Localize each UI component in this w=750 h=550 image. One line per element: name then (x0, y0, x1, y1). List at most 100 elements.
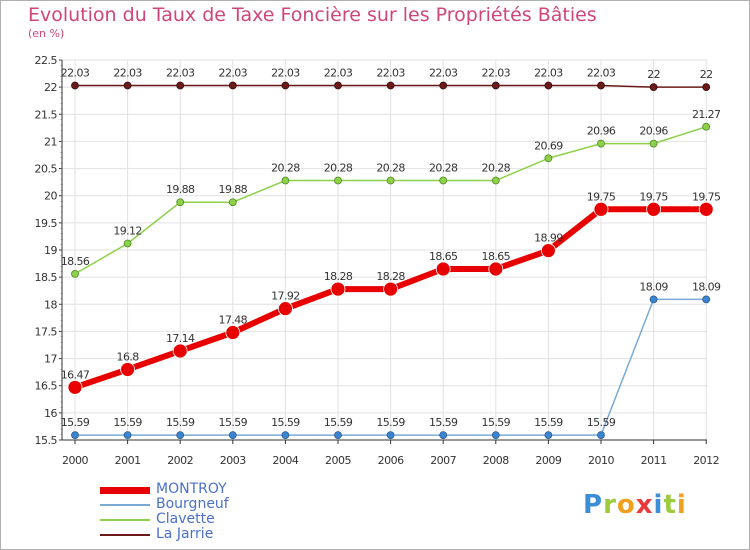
data-point (225, 325, 241, 340)
data-label: 22.03 (482, 67, 511, 80)
logo-letter: i (653, 490, 664, 520)
logo-letter: o (616, 490, 636, 520)
data-point (386, 176, 395, 185)
data-label: 15.59 (534, 416, 563, 429)
y-tick-label: 17.5 (35, 325, 58, 338)
data-point (120, 362, 135, 377)
data-label: 19.75 (639, 190, 668, 203)
data-point (281, 431, 290, 440)
logo-letter: i (676, 490, 687, 520)
y-tick-label: 15.5 (35, 434, 58, 447)
data-point (383, 281, 399, 297)
data-point (439, 176, 448, 185)
data-point (597, 431, 605, 440)
data-label: 22.03 (429, 67, 458, 80)
x-tick-label: 2001 (115, 454, 141, 467)
data-point (176, 81, 185, 90)
data-label: 18.56 (61, 255, 90, 268)
data-point (281, 81, 290, 90)
logo-letter: P (583, 490, 604, 520)
y-tick-label: 22.5 (35, 54, 58, 67)
data-point (544, 81, 553, 90)
legend-label: MONTROY (156, 481, 227, 497)
y-tick-label: 18 (44, 298, 57, 311)
data-point (491, 81, 500, 90)
data-point (698, 201, 714, 217)
data-label: 18.65 (482, 250, 511, 263)
data-point (386, 431, 395, 440)
y-tick-label: 18.5 (35, 271, 58, 284)
x-tick-label: 2004 (272, 454, 298, 467)
data-point (544, 154, 553, 163)
data-label: 15.59 (587, 416, 616, 429)
data-label: 15.59 (166, 416, 195, 429)
legend-swatch (100, 486, 150, 494)
data-label: 18.09 (692, 280, 721, 293)
y-tick-label: 16.5 (35, 380, 58, 393)
data-label: 20.28 (376, 162, 405, 175)
data-label: 20.28 (271, 162, 300, 175)
data-point (334, 176, 342, 185)
data-label: 15.59 (482, 416, 511, 429)
x-tick-label: 2007 (430, 454, 456, 467)
logo-letter: r (603, 490, 617, 520)
data-point (646, 201, 661, 217)
x-tick-label: 2010 (588, 454, 614, 467)
data-label: 20.69 (534, 139, 563, 152)
chart-title: Evolution du Taux de Taxe Foncière sur l… (28, 4, 597, 26)
legend-label: Bourgneuf (156, 496, 229, 512)
y-tick-label: 21 (44, 135, 57, 148)
x-tick-label: 2002 (167, 454, 193, 467)
data-label: 18.09 (639, 280, 668, 293)
data-point (176, 431, 185, 440)
x-tick-label: 2012 (693, 454, 719, 467)
logo-letter: x (635, 490, 654, 520)
data-point (702, 295, 711, 304)
data-label: 20.28 (482, 162, 511, 175)
data-point (123, 81, 132, 90)
data-point (71, 431, 79, 440)
data-label: 22.03 (587, 67, 616, 80)
data-point (228, 198, 237, 207)
data-label: 16.47 (61, 368, 90, 381)
data-label: 19.88 (219, 183, 248, 196)
data-point (488, 261, 504, 277)
data-point (597, 139, 605, 148)
y-tick-label: 22 (44, 81, 57, 94)
data-point (123, 431, 132, 440)
data-point (439, 81, 448, 90)
data-point (228, 431, 237, 440)
proxiti-logo: Proxiti (583, 490, 687, 520)
data-label: 15.59 (429, 416, 458, 429)
data-label: 18.65 (429, 250, 458, 263)
data-point (386, 81, 395, 90)
data-point (593, 201, 609, 217)
data-point (228, 81, 237, 90)
data-point (702, 83, 711, 92)
data-label: 18.28 (324, 270, 353, 283)
data-label: 18.28 (376, 270, 405, 283)
data-label: 22.03 (113, 67, 142, 80)
data-point (334, 81, 342, 90)
y-tick-label: 16 (44, 407, 57, 420)
data-label: 22.03 (61, 67, 90, 80)
legend-label: Clavette (156, 511, 215, 527)
data-label: 22.03 (219, 67, 248, 80)
data-point (435, 261, 451, 277)
data-point (649, 139, 658, 148)
data-label: 15.59 (219, 416, 248, 429)
data-label: 21.27 (692, 108, 721, 121)
x-tick-label: 2005 (325, 454, 351, 467)
data-label: 20.96 (639, 125, 668, 138)
x-tick-label: 2000 (62, 454, 88, 467)
data-label: 15.59 (271, 416, 300, 429)
data-point (67, 379, 83, 395)
data-label: 20.96 (587, 125, 616, 138)
data-point (597, 81, 605, 90)
data-point (172, 343, 188, 359)
data-label: 18.99 (534, 232, 563, 245)
data-point (439, 431, 448, 440)
x-tick-label: 2011 (641, 454, 667, 467)
x-tick-label: 2003 (220, 454, 246, 467)
y-tick-label: 19 (44, 244, 57, 257)
